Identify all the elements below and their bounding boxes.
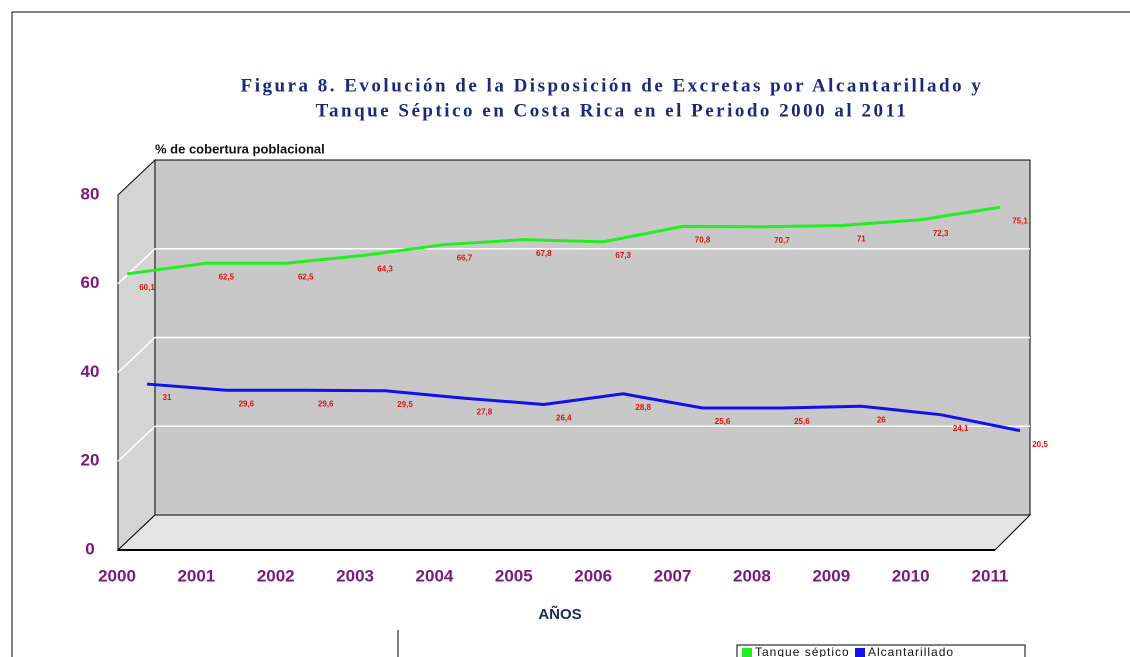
- data-label: 31: [163, 393, 172, 402]
- series-line: [146, 382, 1021, 433]
- legend-swatch: [742, 648, 752, 657]
- data-label: 20,5: [1032, 440, 1048, 449]
- data-label: 70,8: [695, 235, 711, 244]
- x-tick-label: 2003: [336, 566, 374, 585]
- data-label: 27,8: [477, 407, 493, 416]
- chart-title: Figura 8. Evolución de la Disposición de…: [241, 75, 984, 96]
- data-label: 26: [877, 415, 886, 424]
- data-label: 67,8: [536, 249, 552, 258]
- grid-line: [117, 248, 156, 285]
- chart-subtitle: Tanque Séptico en Costa Rica en el Perio…: [316, 100, 909, 121]
- y-axis-label: % de cobertura poblacional: [155, 141, 325, 156]
- grid-line: [117, 425, 156, 462]
- data-label: 25,6: [715, 417, 731, 426]
- data-label: 75,1: [1012, 216, 1028, 225]
- data-label: 71: [857, 235, 866, 244]
- x-tick-label: 2005: [495, 566, 533, 585]
- x-tick-label: 2006: [574, 566, 612, 585]
- series-line: [126, 205, 1001, 276]
- data-label: 66,7: [457, 254, 473, 263]
- y-tick-label: 60: [81, 273, 100, 292]
- data-label: 67,3: [615, 251, 631, 260]
- grid-line: [117, 336, 156, 374]
- data-label: 64,3: [377, 264, 393, 273]
- legend-label: Alcantarillado: [868, 645, 954, 657]
- x-tick-label: 2000: [98, 566, 136, 585]
- data-label: 70,7: [774, 236, 790, 245]
- floor: [116, 514, 1032, 551]
- y-tick-label: 80: [81, 184, 100, 203]
- x-tick-label: 2008: [733, 566, 771, 585]
- y-tick-label: 40: [81, 362, 100, 381]
- x-tick-label: 2007: [654, 566, 692, 585]
- data-label: 28,8: [635, 403, 651, 412]
- data-label: 72,3: [933, 229, 949, 238]
- x-tick-label: 2011: [972, 566, 1009, 585]
- data-label: 24,1: [953, 424, 969, 433]
- legend-label: Tanque séptico: [755, 645, 850, 657]
- data-label: 29,5: [397, 400, 413, 409]
- x-axis-label: AÑOS: [538, 605, 581, 623]
- legend: [736, 644, 1026, 657]
- data-label: 25,6: [794, 417, 810, 426]
- data-label: 29,6: [239, 399, 255, 408]
- data-label: 62,5: [219, 272, 235, 281]
- data-label: 60,1: [139, 283, 155, 292]
- y-tick-label: 20: [81, 451, 100, 470]
- data-label: 26,4: [556, 414, 572, 423]
- legend-swatch: [855, 648, 865, 657]
- data-label: 62,5: [298, 272, 314, 281]
- y-tick-label: 0: [85, 539, 94, 558]
- x-tick-label: 2002: [257, 566, 295, 585]
- data-label: 29,6: [318, 399, 334, 408]
- x-tick-label: 2009: [812, 566, 850, 585]
- x-tick-label: 2001: [177, 566, 215, 585]
- x-tick-label: 2004: [416, 566, 454, 585]
- x-tick-label: 2010: [892, 566, 930, 585]
